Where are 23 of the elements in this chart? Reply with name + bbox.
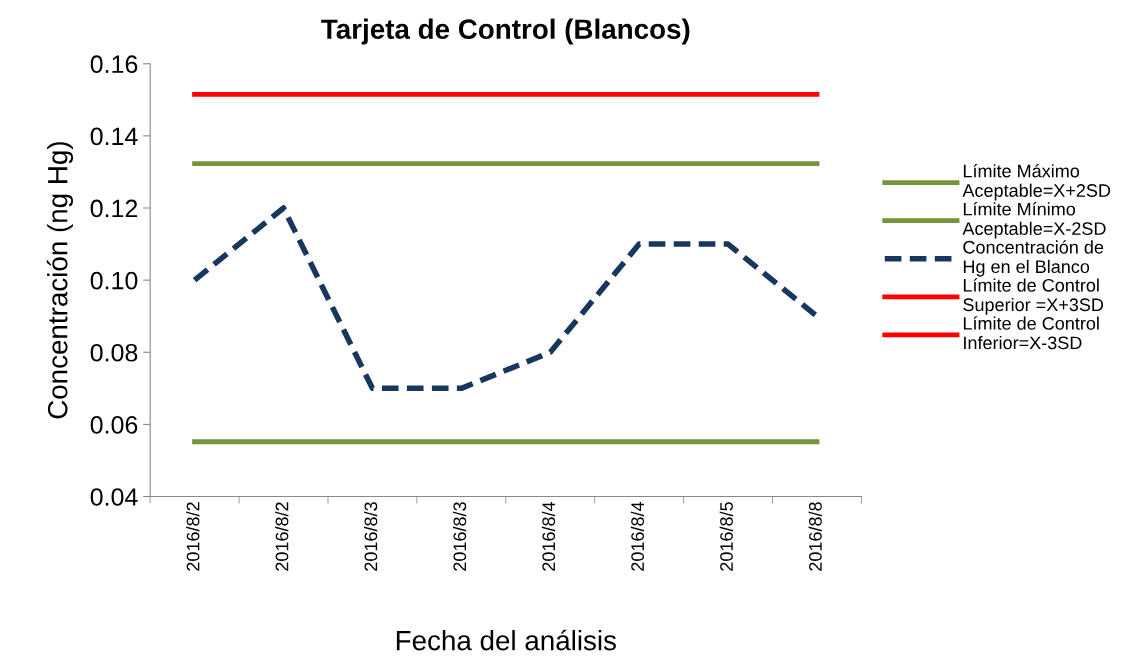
y-tick-label: 0.16 [90, 55, 138, 74]
y-axis-title: Concentración (ng Hg) [46, 142, 74, 419]
x-tick-label: 2016/8/4 [541, 501, 556, 571]
y-tick-label: 0.14 [90, 127, 138, 146]
x-tick-label: 2016/8/3 [364, 502, 378, 571]
legend-label: Concentración de Hg en el Blanco [963, 240, 1104, 277]
x-tick-label: 2016/8/5 [719, 502, 733, 571]
y-tick-label: 0.12 [90, 199, 138, 218]
legend-label: Límite de Control Superior =X+3SD [963, 278, 1104, 315]
x-axis-title: Fecha del análisis [396, 629, 616, 651]
x-tick-label: 2016/8/2 [186, 502, 200, 571]
x-tick-label: 2016/8/2 [275, 502, 289, 571]
y-tick-label: 0.10 [90, 271, 138, 290]
y-tick-label: 0.06 [90, 416, 138, 434]
y-tick-label: 0.04 [90, 488, 138, 506]
legend-label: Límite de Control Inferior=X-3SD [963, 316, 1099, 350]
legend-label: Límite Máximo Aceptable=X+2SD [962, 163, 1111, 201]
x-tick-label: 2016/8/3 [452, 502, 467, 571]
y-tick-label: 0.08 [90, 343, 138, 362]
legend-label: Límite Mínimo Aceptable=X-2SD [962, 202, 1106, 239]
x-tick-label: 2016/8/8 [808, 502, 822, 571]
chart-title: Tarjeta de Control (Blancos) [321, 18, 690, 45]
x-tick-label: 2016/8/4 [630, 501, 644, 571]
